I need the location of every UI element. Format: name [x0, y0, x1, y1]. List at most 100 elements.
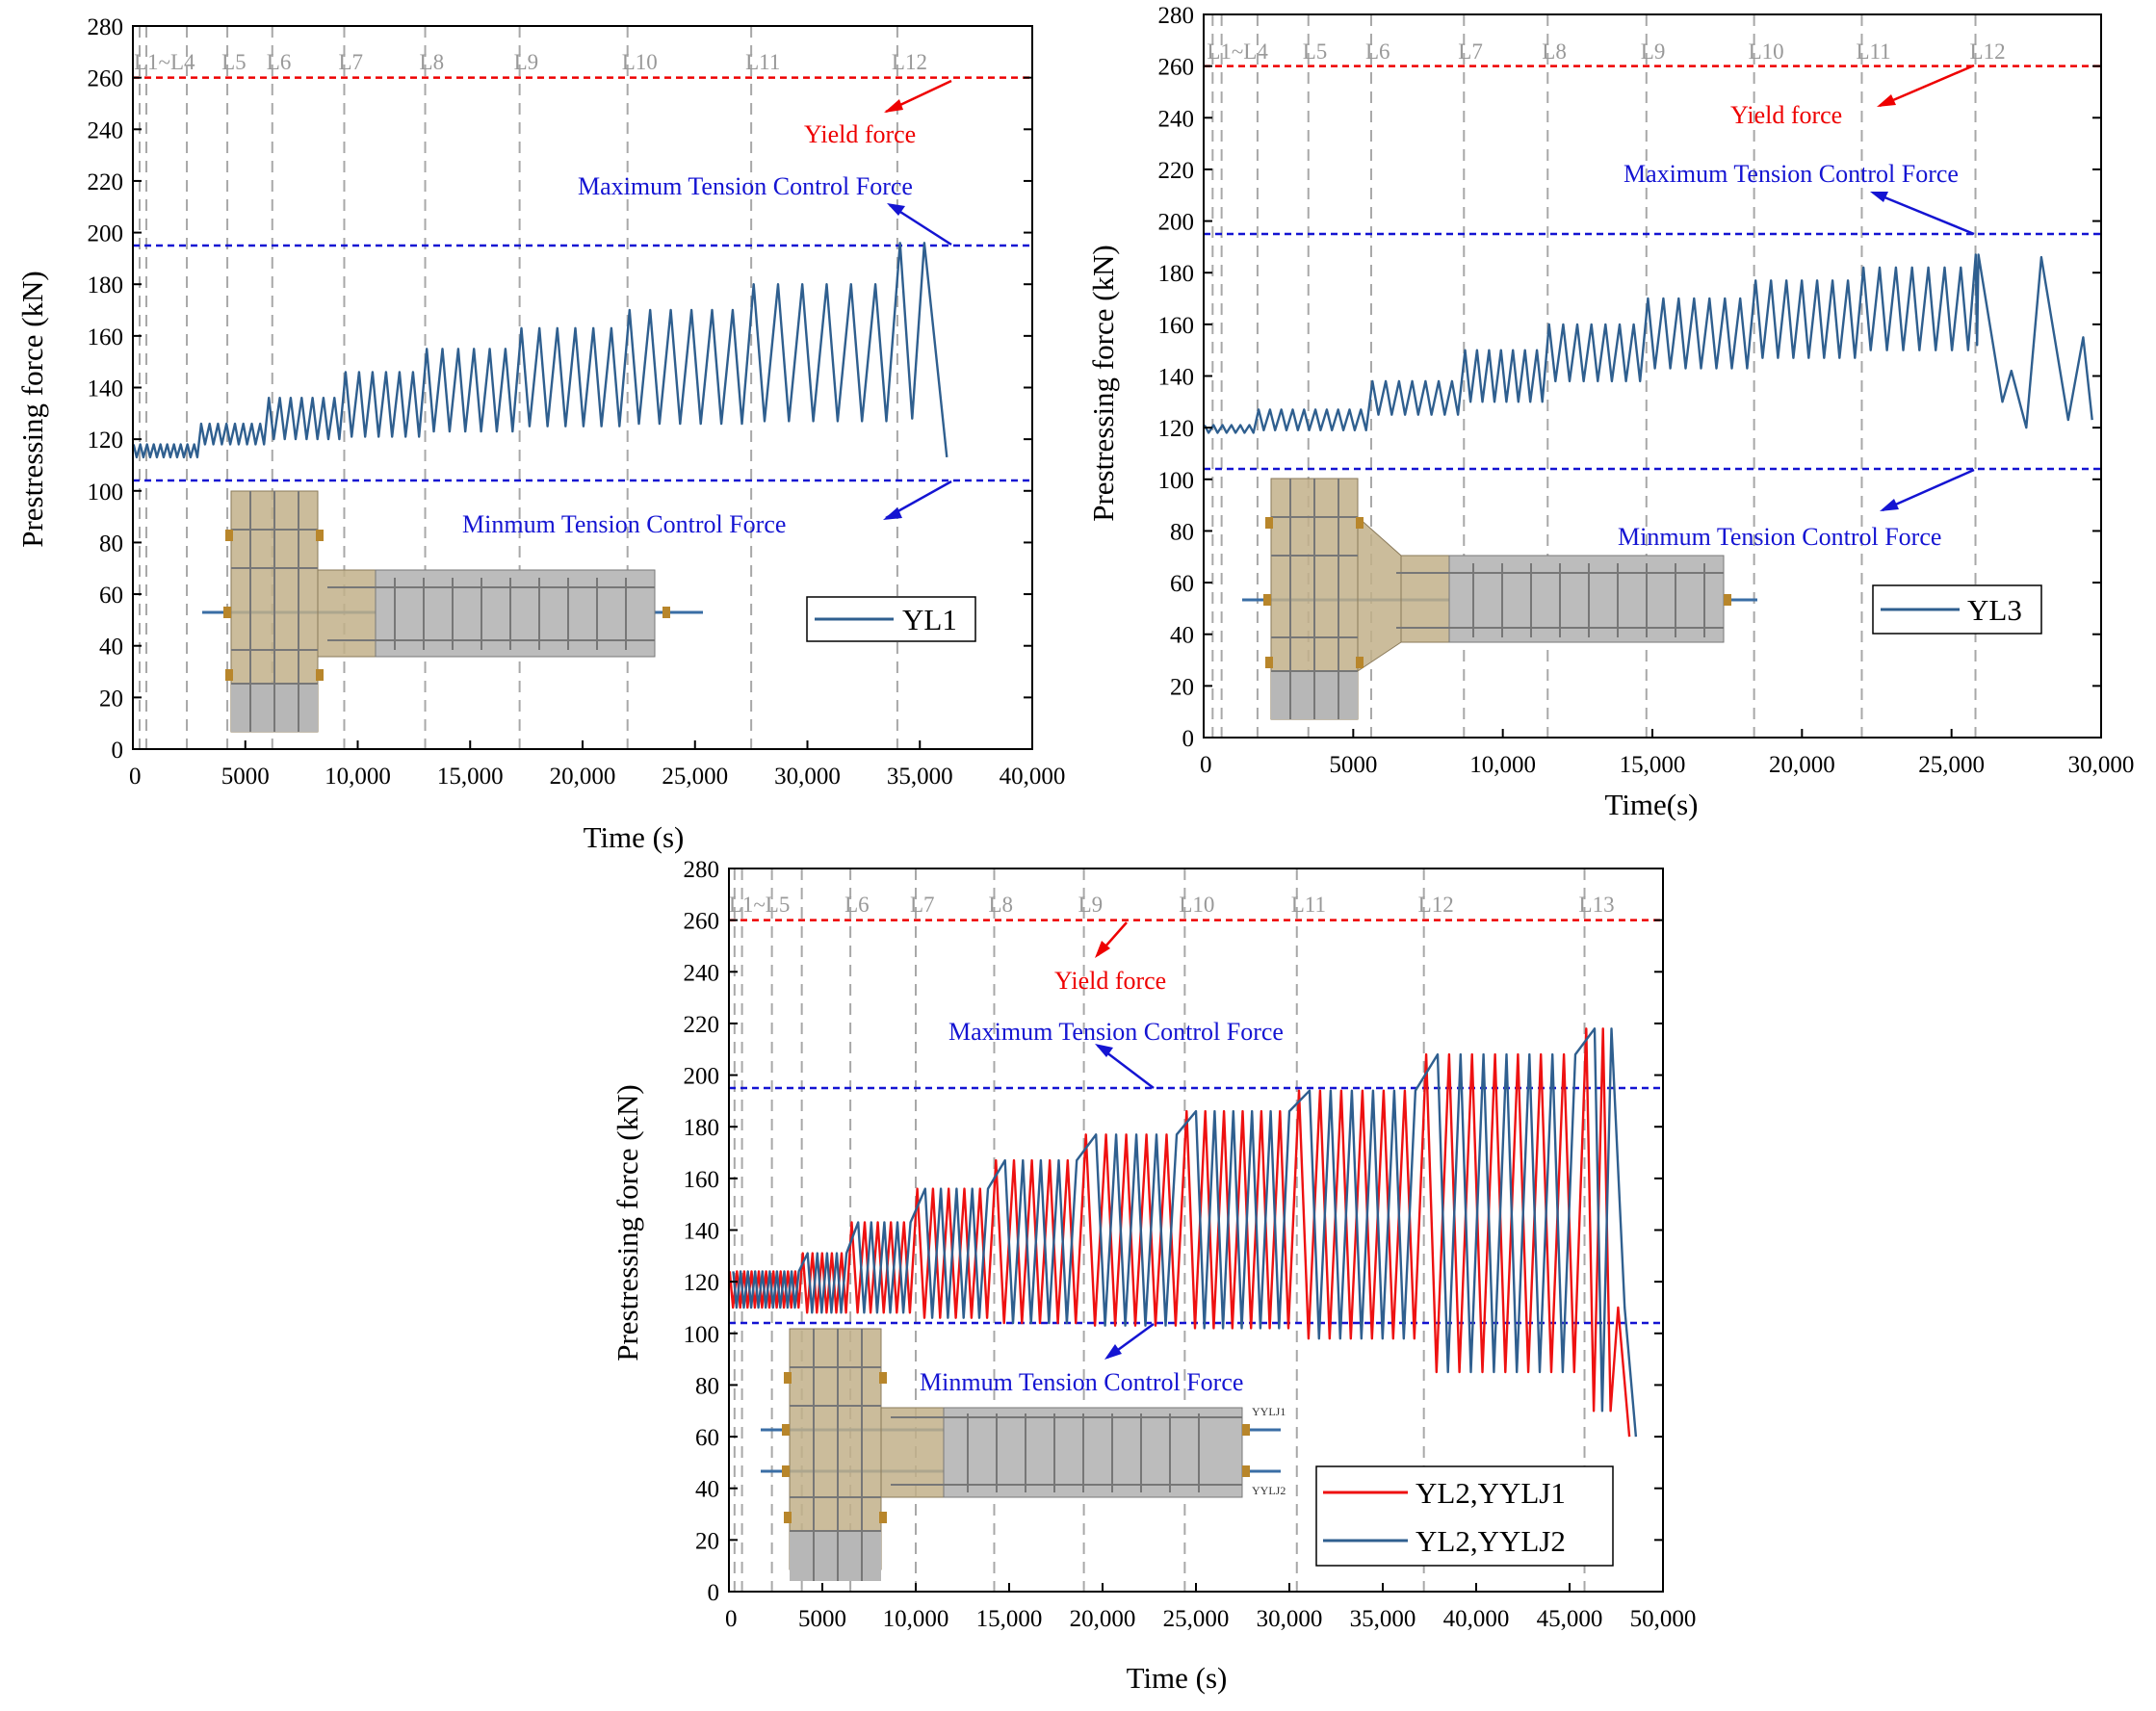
- chart-yl3-min-label: Minmum Tension Control Force: [1618, 523, 1941, 551]
- y-tick-label-40: 40: [1170, 623, 1194, 649]
- chart-yl3-y-axis-title: Prestressing force (kN): [1086, 245, 1120, 522]
- x-tick-label-30000: 30,000: [774, 764, 841, 790]
- y-tick-label-220: 220: [684, 1012, 720, 1038]
- y-tick-label-200: 200: [1158, 210, 1195, 236]
- level-label-l1-l4: L1~L4: [1207, 39, 1268, 64]
- level-label-l10: L10: [1179, 893, 1214, 917]
- x-tick-label-25000: 25,000: [662, 764, 728, 790]
- x-tick-label-35000: 35,000: [887, 764, 953, 790]
- level-label-l7: L7: [910, 893, 935, 917]
- y-tick-label-20: 20: [1170, 674, 1194, 700]
- x-tick-label-0: 0: [129, 764, 142, 790]
- legend-label-yl3: YL3: [1967, 593, 2022, 627]
- y-tick-label-80: 80: [1170, 519, 1194, 545]
- y-tick-label-60: 60: [99, 583, 123, 609]
- level-label-l10: L10: [622, 50, 658, 74]
- chart-yl2-legend: YL2,YYLJ1 YL2,YYLJ2: [1315, 1465, 1614, 1567]
- chart-yl1-yield-label: Yield force: [804, 120, 916, 148]
- chart-yl1-y-axis-title: Prestressing force (kN): [15, 271, 49, 548]
- y-tick-label-40: 40: [99, 635, 123, 661]
- chart-yl3-max-label: Maximum Tension Control Force: [1623, 160, 1959, 188]
- legend-label-yl1: YL1: [902, 603, 957, 636]
- level-label-l12: L12: [1970, 39, 2006, 64]
- chart-yl1-series: [132, 242, 948, 459]
- specimen-label-yylj1: YYLJ1: [1252, 1405, 1286, 1418]
- y-tick-label-20: 20: [99, 686, 123, 712]
- y-tick-label-240: 240: [1158, 106, 1195, 132]
- x-tick-label-15000: 15,000: [437, 764, 504, 790]
- x-tick-label-25000: 25,000: [1918, 752, 1985, 778]
- chart-yl3-x-axis-title: Time(s): [1604, 788, 1698, 821]
- level-label-l7: L7: [1458, 39, 1483, 64]
- x-tick-label-40000: 40,000: [1443, 1606, 1510, 1632]
- level-label-l10: L10: [1749, 39, 1784, 64]
- chart-yl3-ticks: 0 20 40 60 80 100 120 140 160 180 200 220 240 260 280 0…: [1158, 3, 2135, 778]
- y-tick-label-280: 280: [684, 857, 720, 883]
- x-tick-label-15000: 15,000: [976, 1606, 1043, 1632]
- y-tick-label-120: 120: [1158, 416, 1195, 442]
- level-label-l6: L6: [267, 50, 292, 74]
- level-label-l6: L6: [1365, 39, 1390, 64]
- level-label-l1-l4: L1~L4: [134, 50, 195, 74]
- legend-label-yl2-yylj1: YL2,YYLJ1: [1416, 1476, 1566, 1510]
- x-tick-label-20000: 20,000: [1070, 1606, 1136, 1632]
- level-label-l9: L9: [1078, 893, 1104, 917]
- level-label-l8: L8: [420, 50, 445, 74]
- y-tick-label-120: 120: [684, 1270, 720, 1296]
- x-tick-label-0: 0: [725, 1606, 738, 1632]
- chart-yl2-plot-frame: [728, 868, 1664, 1593]
- chart-yl2-annotation-arrows: [1095, 921, 1155, 1360]
- y-tick-label-160: 160: [88, 324, 124, 350]
- x-tick-label-30000: 30,000: [2068, 752, 2135, 778]
- y-tick-label-140: 140: [88, 376, 124, 402]
- y-tick-label-280: 280: [88, 14, 124, 40]
- series-line-yl2-yylj2: [732, 1027, 1638, 1438]
- level-label-l11: L11: [745, 50, 780, 74]
- y-tick-label-240: 240: [88, 117, 124, 143]
- x-tick-label-10000: 10,000: [883, 1606, 949, 1632]
- y-tick-label-120: 120: [88, 428, 124, 454]
- x-tick-label-10000: 10,000: [1469, 752, 1536, 778]
- level-label-l5: L5: [221, 50, 247, 74]
- level-label-l6: L6: [844, 893, 870, 917]
- x-tick-label-10000: 10,000: [325, 764, 391, 790]
- y-tick-label-60: 60: [695, 1425, 719, 1451]
- chart-yl2-specimen-schematic: YYLJ1 YYLJ2: [761, 1328, 1286, 1581]
- x-tick-label-15000: 15,000: [1620, 752, 1686, 778]
- chart-yl1-plot-frame: [132, 25, 1033, 750]
- chart-yl2-max-label: Maximum Tension Control Force: [948, 1018, 1284, 1046]
- chart-yl3-yield-label: Yield force: [1730, 101, 1842, 129]
- x-tick-label-45000: 45,000: [1537, 1606, 1603, 1632]
- chart-yl2-min-label: Minmum Tension Control Force: [920, 1368, 1243, 1396]
- y-tick-label-100: 100: [88, 480, 124, 506]
- x-tick-label-40000: 40,000: [1000, 764, 1066, 790]
- x-tick-label-5000: 5000: [798, 1606, 846, 1632]
- x-tick-label-0: 0: [1200, 752, 1212, 778]
- x-tick-label-5000: 5000: [1329, 752, 1377, 778]
- chart-yl1: L1~L4 L5 L6 L7 L8 L9 L10 L11 L12 0 20 40 60 80 100 120…: [15, 14, 1065, 854]
- y-tick-label-60: 60: [1170, 571, 1194, 597]
- chart-yl1-specimen-schematic: [202, 490, 703, 733]
- y-tick-label-260: 260: [684, 909, 720, 935]
- y-tick-label-180: 180: [88, 272, 124, 298]
- y-tick-label-80: 80: [695, 1373, 719, 1399]
- chart-yl1-ticks: 0 20 40 60 80 100 120 140 160 180 200 220 240 260 280 0…: [88, 14, 1066, 790]
- chart-yl1-annotation-arrows: [883, 79, 952, 520]
- chart-yl2: L1~L5 L6 L7 L8 L9 L10 L11 L12 L13 0 20 40 60 80 100 12…: [610, 857, 1696, 1695]
- chart-yl2-yield-label: Yield force: [1054, 967, 1166, 995]
- y-tick-label-140: 140: [1158, 365, 1195, 391]
- y-tick-label-20: 20: [695, 1528, 719, 1554]
- x-tick-label-50000: 50,000: [1630, 1606, 1697, 1632]
- level-label-l9: L9: [1641, 39, 1666, 64]
- legend-label-yl2-yylj2: YL2,YYLJ2: [1416, 1524, 1566, 1558]
- chart-yl2-x-axis-title: Time (s): [1127, 1661, 1228, 1695]
- chart-yl1-legend: YL1: [806, 596, 976, 642]
- level-label-l12: L12: [892, 50, 927, 74]
- y-tick-label-260: 260: [1158, 55, 1195, 81]
- specimen-label-yylj2: YYLJ2: [1252, 1484, 1286, 1497]
- level-label-l13: L13: [1579, 893, 1615, 917]
- x-tick-label-20000: 20,000: [550, 764, 616, 790]
- chart-yl2-y-axis-title: Prestressing force (kN): [610, 1084, 644, 1361]
- y-tick-label-140: 140: [684, 1219, 720, 1245]
